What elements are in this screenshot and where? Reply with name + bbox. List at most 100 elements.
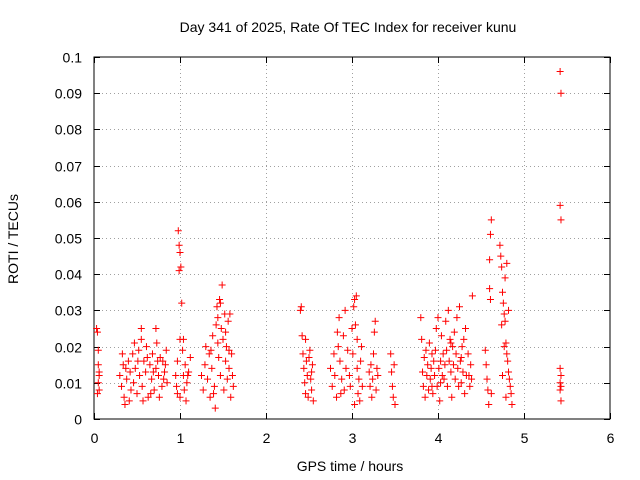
data-point [208, 364, 216, 372]
data-point [122, 364, 130, 372]
data-point [147, 390, 155, 398]
data-point [500, 310, 508, 318]
data-point [442, 317, 450, 325]
data-point [296, 306, 304, 314]
data-point [182, 397, 190, 405]
data-point [356, 397, 364, 405]
data-point [302, 390, 310, 398]
grid-lines [94, 57, 610, 419]
data-point [306, 346, 314, 354]
data-point [374, 372, 382, 380]
data-point [448, 393, 456, 401]
data-point [209, 332, 217, 340]
data-point [142, 343, 150, 351]
data-point [354, 390, 362, 398]
data-point [152, 364, 160, 372]
data-point [369, 375, 377, 383]
data-point [177, 263, 185, 271]
data-point [503, 259, 511, 267]
data-point [136, 372, 144, 380]
data-point [130, 379, 138, 387]
data-point [427, 364, 435, 372]
data-point [485, 401, 493, 409]
data-point [391, 401, 399, 409]
data-point [222, 343, 230, 351]
y-tick-label: 0.02 [55, 340, 82, 356]
data-point [212, 321, 220, 329]
data-point [139, 397, 147, 405]
data-point [505, 368, 513, 376]
data-point [431, 346, 439, 354]
data-point [420, 353, 428, 361]
y-axis-label: ROTI / TECUs [5, 194, 21, 284]
data-point [344, 346, 352, 354]
data-point [95, 368, 103, 376]
data-point [458, 343, 466, 351]
x-tick-label: 2 [263, 430, 271, 446]
y-tick-label: 0.09 [55, 86, 82, 102]
data-point [459, 368, 467, 376]
data-point [465, 372, 473, 380]
data-point [353, 335, 361, 343]
data-point [186, 353, 194, 361]
data-point [222, 357, 230, 365]
data-point [150, 386, 158, 394]
data-point [305, 353, 313, 361]
data-point [125, 397, 133, 405]
data-point [93, 328, 101, 336]
data-point [425, 339, 433, 347]
data-point [481, 346, 489, 354]
data-point [462, 325, 470, 332]
data-point [501, 274, 509, 282]
data-point [453, 314, 461, 322]
data-point [300, 364, 308, 372]
data-point [160, 375, 168, 383]
data-point [388, 382, 396, 390]
data-point [441, 361, 449, 369]
data-point [175, 267, 183, 275]
data-point [94, 361, 102, 369]
data-point [308, 361, 316, 369]
data-point [424, 361, 432, 369]
data-point [297, 303, 305, 311]
y-tick-label: 0.01 [55, 376, 82, 392]
axis-ticks: 0 1 2 3 4 5 6 0 0.01 0.02 0.03 0.04 0.05 0.06 0.07 0.08… [55, 50, 615, 447]
data-point [436, 397, 444, 405]
data-point [181, 361, 189, 369]
data-point [466, 382, 474, 390]
data-point [370, 350, 377, 358]
data-point [340, 386, 348, 394]
data-point [334, 343, 342, 351]
data-point [358, 382, 366, 390]
data-point [215, 353, 223, 361]
data-point [214, 314, 222, 322]
data-point [219, 335, 227, 343]
data-point [501, 317, 509, 325]
data-point [213, 303, 221, 311]
data-point [95, 386, 103, 394]
data-point [449, 361, 457, 369]
y-tick-label: 0.08 [55, 122, 82, 138]
data-point [156, 353, 164, 361]
data-point [342, 364, 350, 372]
data-point [140, 357, 148, 365]
data-point [204, 375, 212, 383]
data-point [468, 292, 476, 300]
data-point [179, 346, 187, 354]
data-point [226, 310, 234, 318]
data-point [341, 306, 349, 314]
data-point [443, 346, 451, 354]
data-point [447, 339, 455, 347]
data-point [500, 343, 508, 351]
data-point [217, 325, 225, 332]
data-point [148, 350, 156, 358]
data-point [127, 386, 135, 394]
data-point [429, 390, 437, 398]
data-point [299, 350, 307, 358]
data-point [497, 252, 505, 260]
data-point [504, 357, 512, 365]
data-point [468, 375, 476, 383]
data-point [175, 241, 183, 249]
data-point [428, 350, 436, 358]
